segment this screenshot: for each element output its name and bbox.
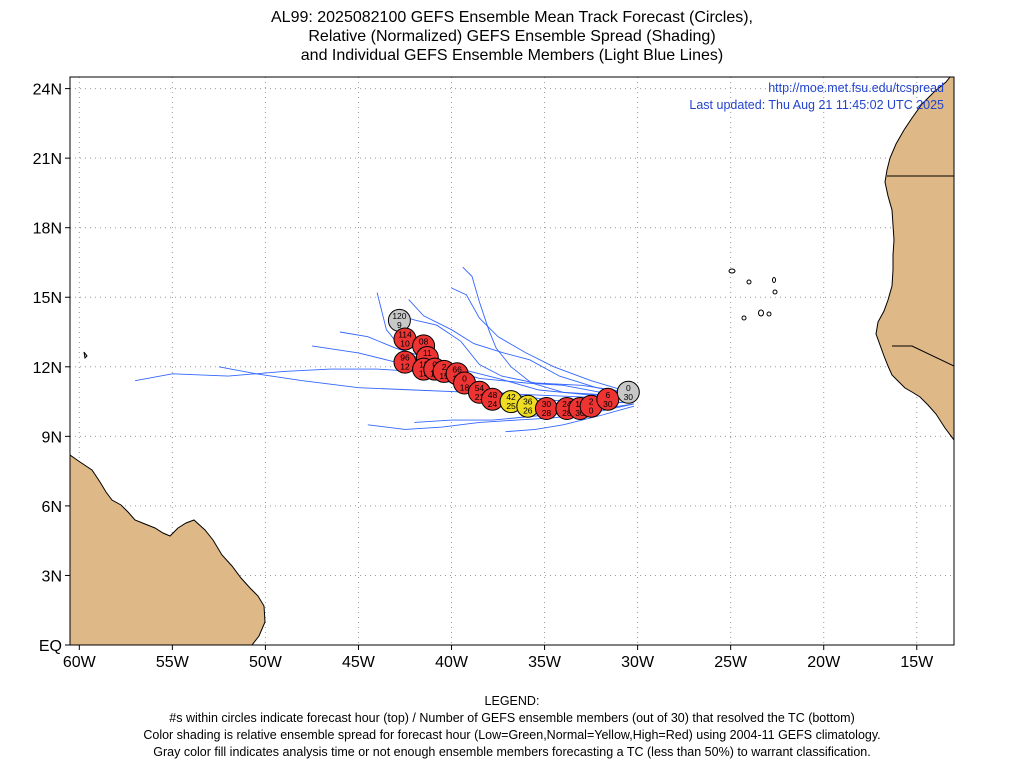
mean-track-circles: 1209114100811111196121113013215661501854… [387, 308, 640, 421]
forecast-hour-label: 0 [626, 383, 631, 393]
y-tick-label: 9N [42, 429, 62, 446]
y-tick-label: 3N [42, 568, 62, 585]
member-count-label: 0 [589, 406, 594, 416]
member-count-label: 30 [624, 392, 634, 402]
title-line-2: Relative (Normalized) GEFS Ensemble Spre… [308, 28, 716, 45]
member-count-label: 9 [397, 320, 402, 330]
member-track-line [451, 287, 631, 393]
forecast-hour-label: 2 [442, 362, 447, 372]
member-count-label: 21 [475, 392, 485, 402]
member-count-label: 26 [523, 406, 533, 416]
member-track-line [376, 292, 634, 400]
legend: LEGEND: #s within circles indicate forec… [0, 693, 1024, 761]
member-count-label: 10 [400, 338, 410, 348]
member-count-label: 25 [506, 401, 516, 411]
x-tick-label: 50W [249, 654, 283, 671]
member-count-label: 13 [419, 369, 429, 379]
forecast-hour-label: 08 [419, 336, 429, 346]
member-count-label: 24 [488, 399, 498, 409]
x-tick-label: 45W [342, 654, 376, 671]
legend-line-1: #s within circles indicate forecast hour… [169, 711, 855, 725]
y-tick-label: 12N [33, 360, 62, 377]
member-count-label: 30 [575, 408, 585, 418]
cape-verde-islands [728, 268, 778, 321]
member-track-line [462, 266, 634, 398]
member-count-label: 15 [439, 371, 449, 381]
last-updated: Last updated: Thu Aug 21 11:45:02 UTC 20… [689, 98, 944, 112]
forecast-hour-label: 30 [542, 399, 552, 409]
forecast-hour-label: 114 [398, 329, 412, 339]
y-tick-label: EQ [39, 638, 62, 655]
south-america-land [70, 454, 266, 645]
plot-frame [69, 76, 955, 646]
forecast-hour-label: 42 [506, 392, 516, 402]
legend-line-3: Gray color fill indicates analysis time … [153, 745, 871, 759]
spread-circle [596, 387, 620, 411]
africa-land [875, 77, 954, 441]
title-line-3: and Individual GEFS Ensemble Members (Li… [300, 47, 724, 64]
forecast-hour-label: 48 [488, 390, 498, 400]
forecast-hour-label: 11 [423, 348, 432, 358]
mean-track-point: 030 [616, 380, 640, 404]
member-track-line [218, 366, 634, 400]
forecast-hour-label: 11 [419, 360, 428, 370]
forecast-hour-label: 2 [589, 397, 594, 407]
y-tick-label: 21N [33, 151, 62, 168]
forecast-hour-label: 36 [523, 397, 533, 407]
forecast-hour-label: 54 [475, 383, 485, 393]
x-tick-label: 20W [807, 654, 841, 671]
forecast-hour-label: 66 [452, 364, 462, 374]
member-track-line [339, 331, 633, 398]
legend-line-2: Color shading is relative ensemble sprea… [143, 728, 881, 742]
axis-ticks: 60W 55W 50W 45W 40W 35W 30W 25W 20W 15W EQ 3N 6N 9N 12… [33, 82, 934, 671]
x-tick-label: 25W [714, 654, 748, 671]
y-tick-label: 18N [33, 221, 62, 238]
forecast-hour-label: 6 [605, 390, 610, 400]
member-track-line [505, 405, 635, 433]
member-count-label: 18 [460, 383, 470, 393]
legend-heading: LEGEND: [484, 694, 540, 708]
member-count-label: 28 [542, 408, 552, 418]
forecast-hour-label: 24 [562, 399, 572, 409]
chart-title: AL99: 2025082100 GEFS Ensemble Mean Trac… [0, 8, 1024, 65]
land-masses [70, 77, 954, 645]
member-track-line [408, 299, 633, 396]
spread-circle [616, 380, 640, 404]
title-line-1: AL99: 2025082100 GEFS Ensemble Mean Trac… [271, 9, 753, 26]
source-url[interactable]: http://moe.met.fsu.edu/tcspread [768, 81, 944, 95]
x-tick-label: 30W [621, 654, 655, 671]
member-count-label: 28 [562, 408, 572, 418]
y-tick-label: 15N [33, 290, 62, 307]
lesser-antilles-islet [83, 351, 88, 360]
y-tick-label: 24N [33, 82, 62, 99]
x-tick-label: 15W [900, 654, 934, 671]
x-tick-label: 40W [435, 654, 469, 671]
mean-track-point: 630 [596, 387, 620, 411]
member-track-line [391, 313, 629, 393]
forecast-hour-label: 0 [462, 374, 467, 384]
forecast-hour-label: 96 [400, 353, 410, 363]
x-tick-label: 35W [528, 654, 562, 671]
x-tick-label: 55W [156, 654, 190, 671]
africa-border [887, 175, 954, 367]
y-tick-label: 6N [42, 499, 62, 516]
member-count-label: 12 [400, 362, 410, 372]
member-count-label: 30 [603, 399, 613, 409]
x-tick-label: 60W [63, 654, 97, 671]
forecast-hour-label: 120 [392, 311, 406, 321]
